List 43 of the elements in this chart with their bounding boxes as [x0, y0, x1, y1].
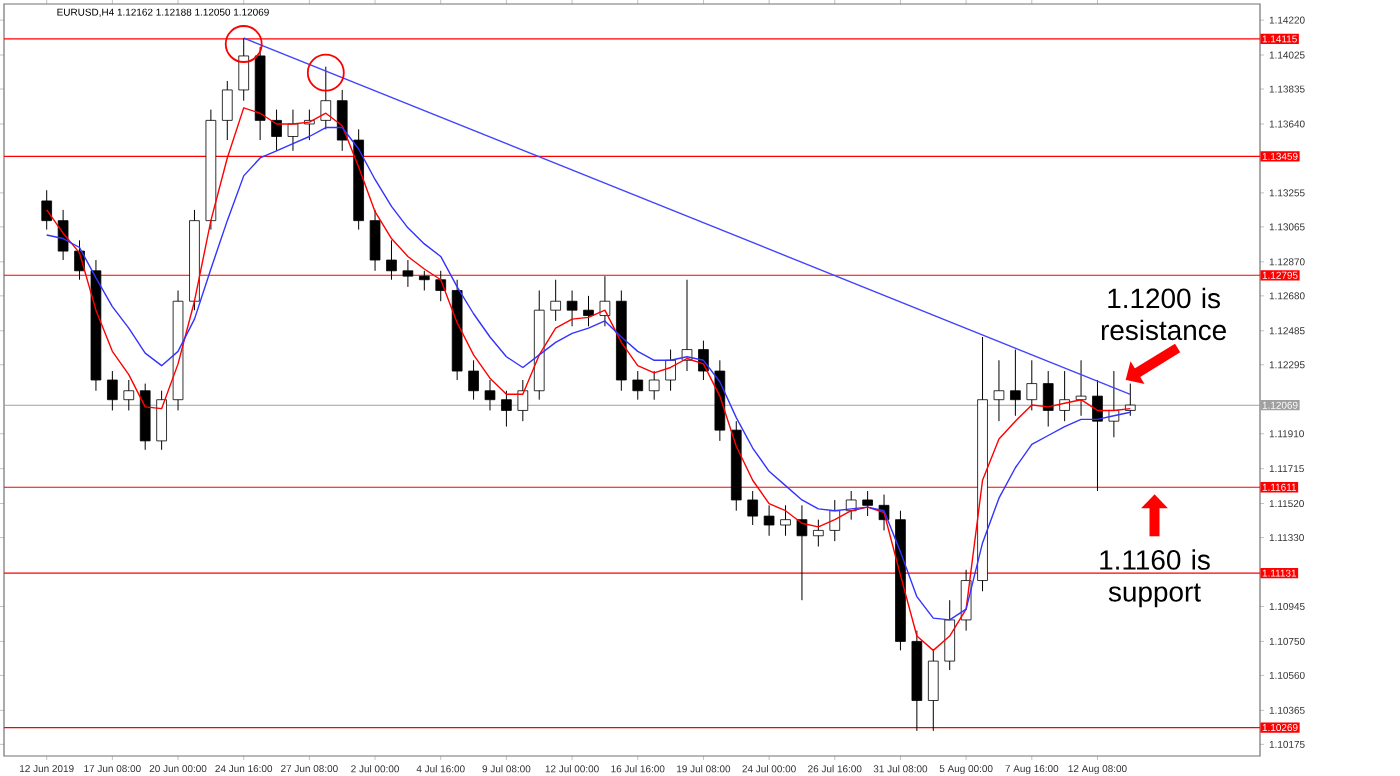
candlestick: [566, 289, 578, 327]
candlestick: [320, 66, 332, 130]
candlestick: [238, 37, 250, 102]
candlestick: [484, 379, 496, 411]
candlestick: [271, 109, 282, 152]
candlestick: [41, 189, 53, 231]
candlestick: [402, 259, 414, 288]
candlestick: [1075, 359, 1087, 417]
candlestick: [993, 359, 1005, 422]
annotation: 1.1200 is resistance: [1101, 287, 1226, 341]
candlestick: [599, 275, 611, 327]
candlestick: [796, 504, 808, 601]
candlestick: [829, 499, 841, 542]
candlestick: [550, 279, 561, 322]
candlestick: [501, 390, 512, 428]
candlestick: [648, 370, 660, 401]
candlestick: [1010, 349, 1021, 417]
candlestick: [747, 490, 759, 526]
annotation: 1.1160 is support: [1100, 549, 1210, 608]
candlestick: [1059, 370, 1070, 422]
candlestick: [418, 270, 430, 291]
candlestick: [468, 359, 479, 401]
candlestick: [632, 370, 644, 401]
candlestick: [862, 490, 873, 517]
candlestick: [1042, 370, 1054, 428]
candlestick: [517, 379, 529, 422]
candlestick: [665, 349, 676, 392]
candlestick: [156, 390, 167, 451]
candlestick: [813, 519, 824, 548]
candlestick: [123, 379, 135, 411]
candlestick: [780, 504, 791, 537]
candlestick: [1026, 359, 1038, 411]
candlestick: [944, 599, 956, 671]
candlestick: [107, 370, 118, 411]
candlestick: [369, 209, 381, 272]
candlestick: [927, 649, 939, 732]
candlestick: [1092, 379, 1103, 492]
candlestick: [336, 89, 348, 152]
candlestick: [583, 295, 594, 327]
candlestick: [287, 109, 299, 152]
candlestick: [221, 80, 233, 141]
candlestick: [386, 239, 397, 281]
candlestick: [763, 504, 775, 537]
